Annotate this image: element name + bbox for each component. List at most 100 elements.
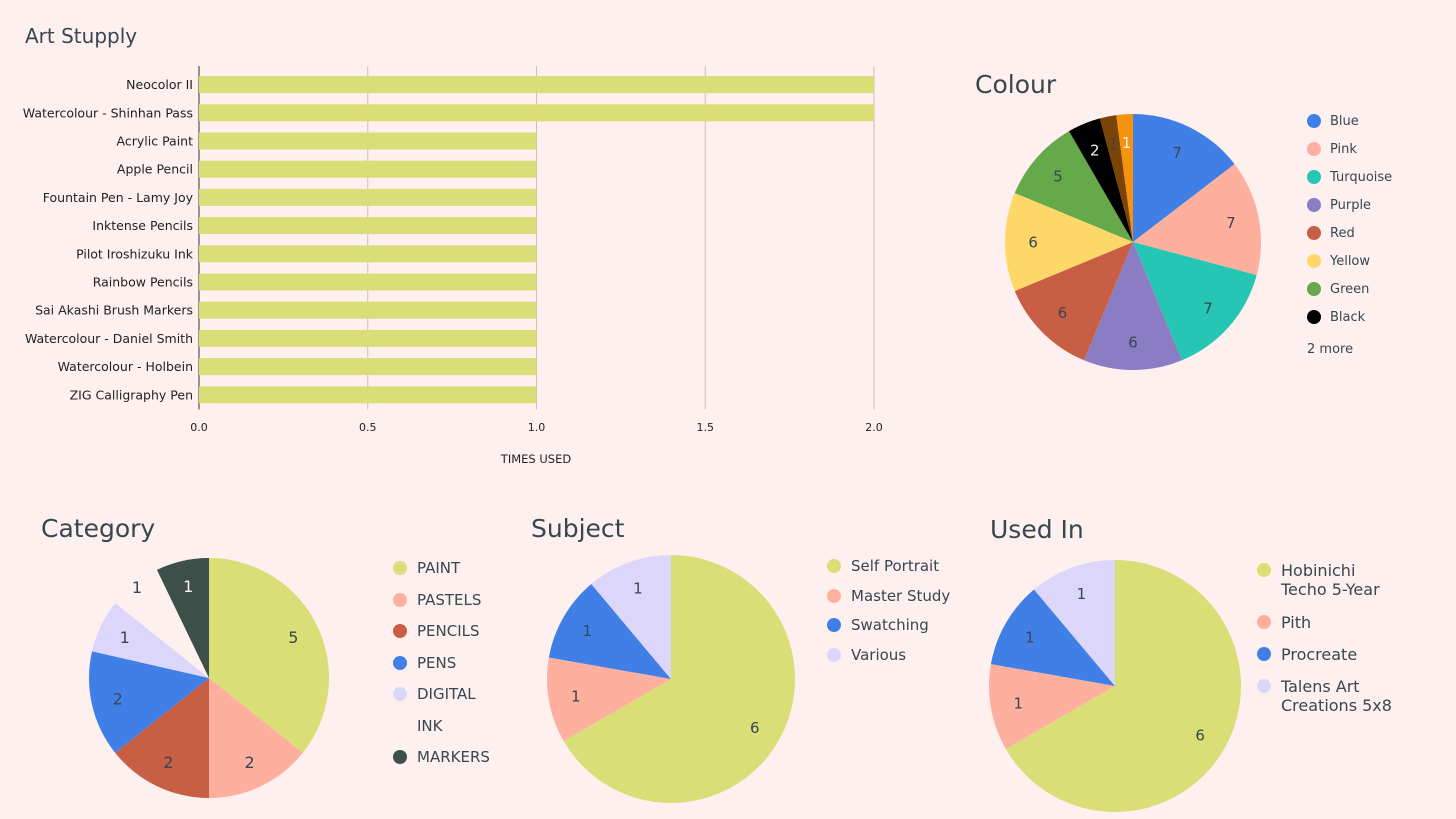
legend-item[interactable]: Yellow (1307, 254, 1392, 282)
slice-value-label: 1 (132, 578, 142, 597)
slice-value-label: 1 (633, 580, 643, 598)
pie-slice (1099, 115, 1133, 242)
legend-label: Master Study (851, 586, 951, 605)
legend-item[interactable]: Green (1307, 282, 1392, 310)
legend-swatch (393, 687, 407, 701)
legend-item[interactable]: DIGITAL (393, 685, 490, 717)
legend-item[interactable]: MARKERS (393, 748, 490, 780)
legend-label: Talens Art Creations 5x8 (1281, 677, 1392, 715)
legend-item[interactable]: INK (393, 717, 490, 749)
pie-slice (1069, 118, 1133, 242)
pie-slice (547, 657, 671, 741)
pie-slice (209, 678, 303, 798)
legend-item[interactable]: Master Study (827, 587, 950, 617)
legend-item[interactable]: Swatching (827, 616, 950, 646)
slice-value-label: 1 (120, 628, 130, 647)
subject-legend: Self Portrait Master Study Swatching Variou… (827, 557, 950, 676)
pie-slice (591, 555, 671, 679)
bar (199, 132, 537, 150)
pie-slice (115, 678, 209, 798)
bar (199, 245, 537, 263)
slice-value-label: 6 (1128, 333, 1138, 351)
pie-slice (990, 589, 1115, 686)
legend-label: Turquoise (1330, 170, 1393, 185)
legend-label: INK (417, 716, 443, 735)
legend-label: MARKERS (417, 748, 490, 766)
legend-label: Black (1330, 310, 1366, 325)
legend-item[interactable]: Turquoise (1307, 170, 1392, 198)
legend-label: Pink (1330, 142, 1357, 157)
legend-swatch (1257, 647, 1271, 661)
legend-label: PENS (417, 653, 457, 672)
legend-item[interactable]: Red (1307, 226, 1392, 254)
pie-slice (548, 584, 671, 679)
x-tick-label: 1.5 (697, 421, 715, 434)
legend-item[interactable]: PENS (393, 654, 490, 686)
legend-item[interactable]: Self Portrait (827, 557, 950, 587)
y-tick-label: Watercolour - Shinhan Pass (23, 105, 193, 120)
slice-value-label: 5 (1053, 168, 1063, 186)
legend-item[interactable]: Talens Art Creations 5x8 (1257, 677, 1392, 729)
pie-slice (1005, 560, 1241, 812)
legend-label: Hobinichi Techo 5-Year (1281, 561, 1380, 599)
bar (199, 358, 537, 376)
bar (199, 160, 537, 178)
legend-item[interactable]: Purple (1307, 198, 1392, 226)
legend-swatch (1307, 282, 1321, 296)
pie-slice (563, 555, 795, 803)
pie-slice (989, 664, 1115, 749)
pie-slice (1133, 114, 1235, 242)
pie-slice (1014, 131, 1133, 242)
legend-swatch (393, 750, 407, 764)
legend-label: DIGITAL (417, 685, 476, 703)
legend-label: Yellow (1330, 254, 1371, 269)
slice-value-label: 7 (1226, 214, 1236, 232)
legend-label: Various (851, 646, 907, 665)
legend-item[interactable]: Hobinichi Techo 5-Year (1257, 561, 1392, 613)
y-tick-label: Sai Akashi Brush Markers (35, 303, 193, 318)
legend-item[interactable]: Pith (1257, 613, 1392, 645)
legend-item[interactable]: Pink (1307, 142, 1392, 170)
y-tick-label: Pilot Iroshizuku Ink (76, 246, 194, 261)
bar (199, 104, 874, 122)
legend-more-link[interactable]: 2 more (1307, 342, 1354, 357)
slice-value-label: 7 (1172, 144, 1182, 162)
legend-swatch (393, 624, 407, 638)
slice-value-label: 1 (183, 577, 193, 596)
y-tick-label: Acrylic Paint (117, 134, 194, 149)
pie-slice (156, 558, 209, 678)
y-tick-label: ZIG Calligraphy Pen (70, 387, 193, 402)
legend-item[interactable]: PASTELS (393, 591, 490, 623)
legend-item[interactable]: Procreate (1257, 645, 1392, 677)
legend-swatch (1307, 310, 1321, 324)
slice-value-label: 1 (1077, 585, 1087, 603)
legend-label: Blue (1330, 114, 1359, 129)
legend-swatch (393, 718, 407, 733)
legend-label: PENCILS (417, 622, 480, 640)
legend-label: Self Portrait (851, 557, 940, 575)
x-tick-label: 0.5 (359, 421, 377, 434)
legend-item[interactable]: PAINT (393, 559, 490, 591)
legend-swatch (1307, 142, 1321, 156)
legend-swatch (1307, 170, 1321, 184)
subject-chart-title: Subject (531, 514, 625, 543)
bar (199, 188, 537, 206)
legend-label: PASTELS (417, 590, 482, 609)
slice-value-label: 6 (1195, 727, 1205, 745)
legend-swatch (1307, 114, 1321, 128)
bar (199, 386, 537, 404)
legend-swatch (1307, 254, 1321, 268)
legend-item[interactable]: Blue (1307, 114, 1392, 142)
x-tick-label: 0.0 (190, 421, 208, 434)
legend-item[interactable]: Black (1307, 310, 1392, 338)
used-in-chart-title: Used In (990, 515, 1084, 544)
slice-value-label: 1 (1122, 134, 1132, 152)
legend-item[interactable]: PENCILS (393, 622, 490, 654)
legend-item[interactable]: Various (827, 646, 950, 676)
bar (199, 273, 537, 291)
legend-swatch (827, 559, 841, 573)
